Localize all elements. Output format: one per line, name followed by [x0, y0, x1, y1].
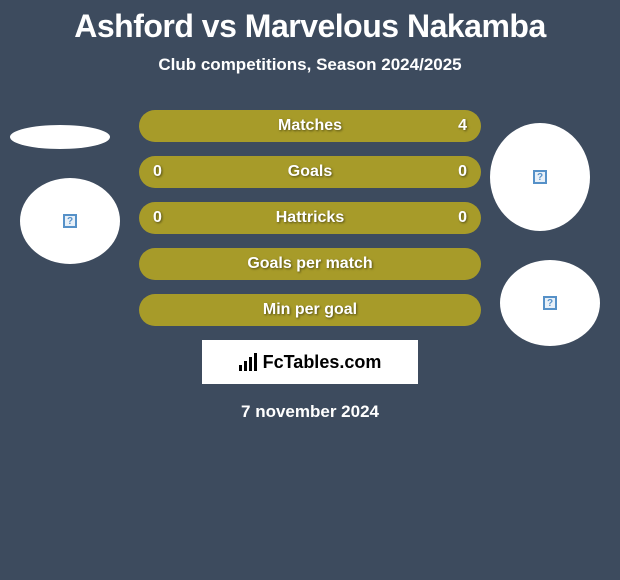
stat-value-right: 0 [458, 163, 467, 181]
stat-label: Matches [278, 117, 342, 135]
stat-label: Min per goal [263, 301, 357, 319]
stat-bar-matches: Matches 4 [139, 110, 481, 142]
logo-box: FcTables.com [202, 340, 418, 384]
logo-label: FcTables.com [263, 352, 382, 373]
stat-bar-hattricks: 0 Hattricks 0 [139, 202, 481, 234]
stat-value-left: 0 [153, 163, 162, 181]
stat-label: Goals per match [247, 255, 372, 273]
logo-text: FcTables.com [239, 352, 382, 373]
logo-bars-icon [239, 353, 257, 371]
date-text: 7 november 2024 [0, 402, 620, 422]
stat-value-right: 0 [458, 209, 467, 227]
page-subtitle: Club competitions, Season 2024/2025 [0, 55, 620, 75]
page-title: Ashford vs Marvelous Nakamba [0, 0, 620, 45]
stats-area: Matches 4 0 Goals 0 0 Hattricks 0 Goals … [0, 110, 620, 422]
stat-bar-goals: 0 Goals 0 [139, 156, 481, 188]
stat-label: Goals [288, 163, 332, 181]
stat-bar-goals-per-match: Goals per match [139, 248, 481, 280]
stat-label: Hattricks [276, 209, 344, 227]
stat-bar-min-per-goal: Min per goal [139, 294, 481, 326]
stat-value-right: 4 [458, 117, 467, 135]
stat-value-left: 0 [153, 209, 162, 227]
